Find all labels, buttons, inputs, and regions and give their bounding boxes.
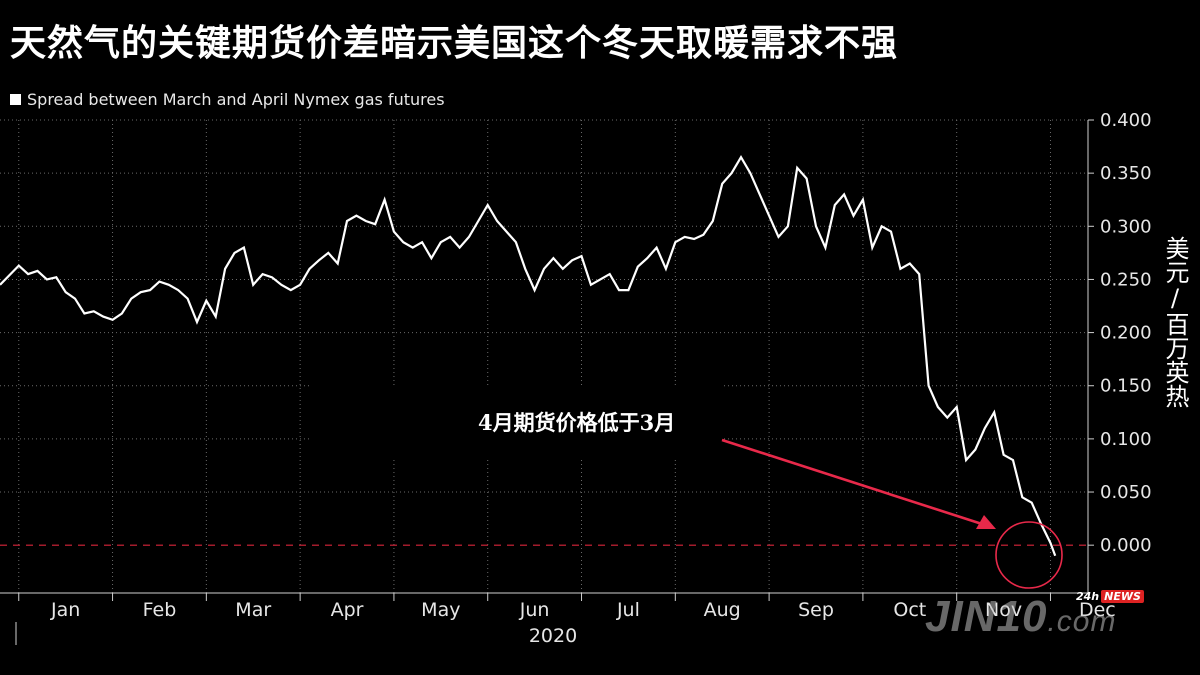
annotation-text: 4月期货价格低于3月 bbox=[478, 410, 675, 435]
watermark-badge-news: NEWS bbox=[1101, 590, 1144, 603]
y-tick-label: 0.000 bbox=[1100, 535, 1152, 556]
x-tick-label: Jan bbox=[50, 599, 80, 621]
annotation-backdrop bbox=[312, 385, 722, 457]
legend-swatch bbox=[10, 94, 21, 105]
legend-label: Spread between March and April Nymex gas… bbox=[27, 90, 445, 109]
chart-title: 天然气的关键期货价差暗示美国这个冬天取暖需求不强 bbox=[10, 23, 899, 64]
legend: Spread between March and April Nymex gas… bbox=[10, 90, 445, 109]
y-tick-label: 0.300 bbox=[1100, 216, 1152, 237]
watermark-badge: 24h NEWS bbox=[1076, 590, 1144, 603]
x-tick-label: Aug bbox=[704, 599, 741, 621]
x-axis: Jan Feb Mar Apr May Jun Jul Aug Sep Oct Nov Dec bbox=[0, 592, 1116, 645]
gridlines bbox=[0, 119, 1088, 593]
watermark-logo: JIN10.com bbox=[925, 592, 1116, 642]
y-tick-label: 0.350 bbox=[1100, 163, 1152, 184]
x-tick-label: Sep bbox=[798, 599, 834, 621]
x-tick-label: Nov bbox=[985, 599, 1022, 621]
y-tick-label: 0.200 bbox=[1100, 323, 1152, 344]
x-tick-label: Dec bbox=[1079, 599, 1116, 621]
watermark-suffix: .com bbox=[1047, 605, 1117, 638]
y-tick-label: 0.150 bbox=[1100, 376, 1152, 397]
y-tick-label: 0.100 bbox=[1100, 429, 1152, 450]
x-tick-label: Jul bbox=[616, 599, 640, 621]
x-axis-year-label: 2020 bbox=[529, 625, 577, 647]
y-axis: 0.400 0.350 0.300 0.250 0.200 0.150 0.100 0.050… bbox=[1087, 110, 1152, 593]
x-tick-label: May bbox=[421, 599, 460, 621]
annotation-arrow bbox=[721, 438, 996, 529]
y-axis-unit-label: 美元/百万英热 bbox=[1161, 236, 1189, 408]
watermark-badge-prefix: 24h bbox=[1076, 590, 1100, 603]
highlight-circle bbox=[995, 521, 1063, 589]
y-tick-label: 0.050 bbox=[1100, 482, 1152, 503]
x-tick-label: Jun bbox=[519, 599, 550, 621]
y-tick-label: 0.250 bbox=[1100, 269, 1152, 290]
watermark-main: JIN10 bbox=[925, 592, 1048, 641]
y-tick-label: 0.400 bbox=[1100, 110, 1152, 131]
series-line-spread bbox=[0, 155, 1057, 557]
x-tick-label: Mar bbox=[235, 599, 271, 621]
x-tick-label: Apr bbox=[331, 599, 364, 621]
x-tick-label: Oct bbox=[893, 599, 926, 621]
x-tick-label: Feb bbox=[143, 599, 177, 621]
